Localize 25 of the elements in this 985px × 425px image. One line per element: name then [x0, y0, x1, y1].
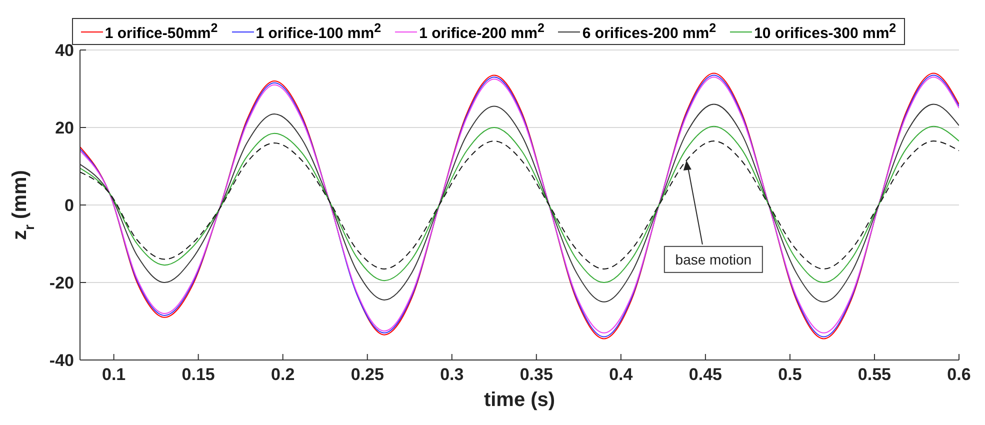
legend-label: 6 orifices-200 mm$^{2}$: [582, 21, 716, 42]
legend-label: 10 orifices-300 mm$^{2}$: [754, 21, 896, 42]
x-tick-label: 0.3: [440, 365, 464, 384]
x-tick-label: 0.1: [102, 365, 126, 384]
x-tick-label: 0.2: [271, 365, 295, 384]
line-series: [80, 126, 959, 283]
x-axis-title: time (s): [484, 389, 556, 411]
y-tick-label: 20: [55, 118, 74, 138]
x-tick-label: 0.25: [350, 365, 384, 384]
legend-label: 1 orifice-200 mm$^{2}$: [419, 21, 544, 42]
y-tick-label: -20: [49, 274, 74, 293]
x-tick-label: 0.55: [858, 365, 892, 384]
line-series: [80, 140, 959, 270]
x-tick-label: 0.6: [947, 365, 971, 384]
legend-label: 1 orifice-50mm$^{2}$: [104, 21, 218, 42]
annotation: base motion: [675, 251, 752, 268]
y-tick-label: 40: [55, 41, 74, 60]
y-tick-label: 0: [64, 196, 74, 216]
x-tick-label: 0.45: [688, 365, 722, 384]
x-tick-label: 0.4: [609, 365, 634, 384]
y-tick-label: -40: [49, 351, 74, 370]
legend-label: 1 orifice-100 mm$^{2}$: [256, 21, 382, 42]
x-tick-label: 0.35: [520, 365, 553, 384]
x-tick-label: 0.5: [778, 365, 802, 384]
x-tick-label: 0.15: [182, 365, 215, 384]
